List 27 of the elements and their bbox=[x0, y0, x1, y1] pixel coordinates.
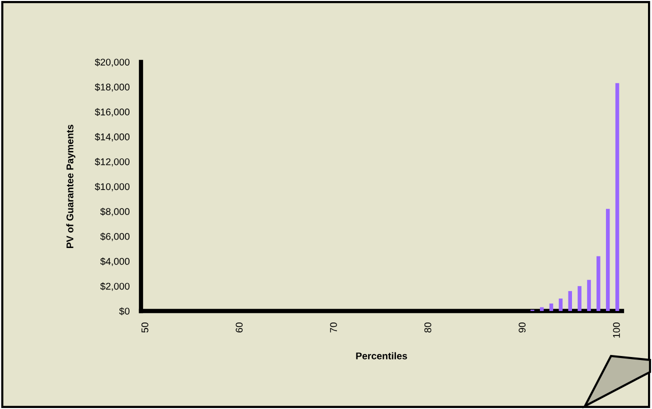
bar bbox=[606, 208, 610, 311]
y-tick-label: $16,000 bbox=[94, 108, 130, 117]
y-tick-label: $12,000 bbox=[94, 158, 130, 166]
y-tick-label: $4,000 bbox=[100, 258, 130, 266]
y-tick-label: $20,000 bbox=[94, 58, 130, 67]
y-axis-title: PV of Guarantee Payments bbox=[66, 124, 76, 248]
bar bbox=[587, 280, 591, 311]
bar bbox=[596, 256, 600, 311]
x-tick-label: 90 bbox=[518, 322, 526, 332]
x-tick-label: 60 bbox=[236, 322, 243, 332]
y-tick-label: $2,000 bbox=[100, 282, 130, 291]
bar bbox=[615, 83, 620, 311]
x-tick-label: 70 bbox=[330, 322, 337, 332]
x-axis-title: Percentiles bbox=[356, 352, 408, 360]
bar bbox=[549, 304, 554, 311]
y-tick-label: $0 bbox=[119, 307, 130, 316]
x-tick-label: 100 bbox=[613, 322, 620, 338]
y-tick-label: $6,000 bbox=[100, 232, 130, 242]
y-tick-label: $8,000 bbox=[100, 208, 130, 216]
x-tick-label: 50 bbox=[141, 322, 148, 333]
bar bbox=[568, 291, 572, 311]
bar bbox=[578, 286, 582, 311]
y-tick-label: $14,000 bbox=[94, 133, 130, 142]
y-tick-label: $18,000 bbox=[94, 83, 130, 92]
y-tick-label: $10,000 bbox=[94, 182, 130, 192]
bar bbox=[558, 298, 563, 311]
x-tick-label: 80 bbox=[424, 322, 432, 332]
